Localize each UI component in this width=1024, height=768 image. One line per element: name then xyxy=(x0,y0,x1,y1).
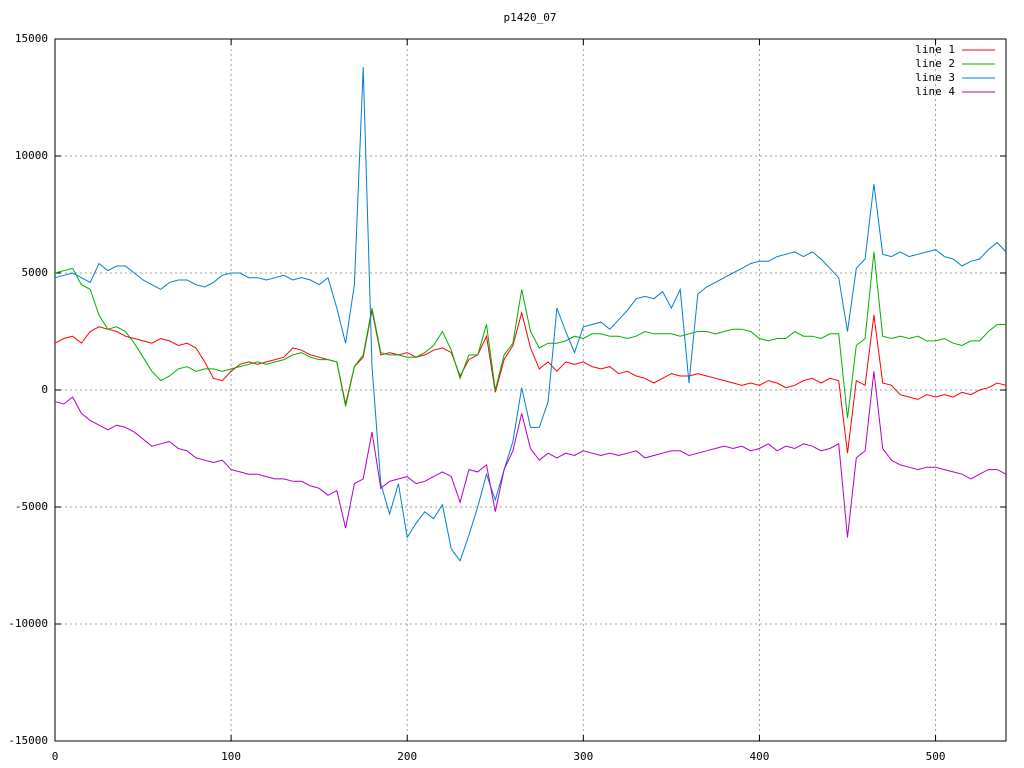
x-tick-label: 0 xyxy=(52,750,59,763)
y-tick-label: 5000 xyxy=(22,266,49,279)
x-tick-label: 500 xyxy=(926,750,946,763)
legend-label: line 1 xyxy=(915,43,955,56)
x-tick-label: 400 xyxy=(750,750,770,763)
legend-label: line 3 xyxy=(915,71,955,84)
y-tick-label: -10000 xyxy=(8,617,48,630)
plot-frame xyxy=(54,38,1007,742)
y-tick-label: 10000 xyxy=(15,149,48,162)
y-tick-label: -15000 xyxy=(8,734,48,747)
legend-label: line 2 xyxy=(915,57,955,70)
y-tick-label: 15000 xyxy=(15,32,48,45)
series-line xyxy=(54,310,1007,454)
legend-label: line 4 xyxy=(915,85,955,98)
x-tick-label: 200 xyxy=(397,750,417,763)
series-line xyxy=(54,371,1007,538)
y-tick-label: -5000 xyxy=(15,500,48,513)
y-tick-label: 0 xyxy=(41,383,48,396)
series-line xyxy=(54,251,1006,419)
chart-title: p1420_07 xyxy=(504,11,557,24)
x-tick-label: 100 xyxy=(221,750,241,763)
series-line xyxy=(54,67,1007,562)
x-tick-label: 300 xyxy=(573,750,593,763)
